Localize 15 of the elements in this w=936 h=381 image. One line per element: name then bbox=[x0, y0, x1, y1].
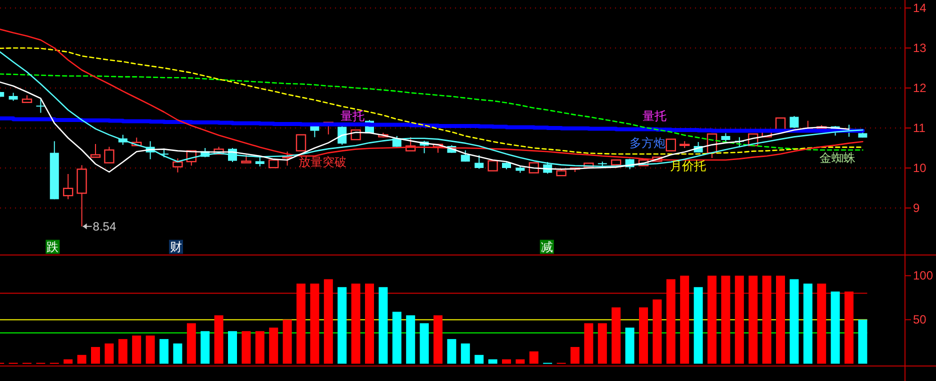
y-tick-label: 100 bbox=[913, 268, 934, 283]
annotation: 量托 bbox=[340, 109, 364, 123]
y-tick-label: 12 bbox=[913, 81, 927, 95]
annotation: 量托 bbox=[642, 109, 666, 123]
y-tick-label: 50 bbox=[913, 312, 927, 327]
annotation: 月价托 bbox=[670, 159, 706, 173]
annotation: 多方炮 bbox=[630, 136, 666, 150]
y-tick-label: 13 bbox=[913, 41, 927, 55]
annotation: 放量突破 bbox=[298, 155, 346, 169]
y-tick-label: 11 bbox=[913, 121, 926, 135]
annotation: 8.54 bbox=[92, 219, 116, 234]
annotation: 金蜘蛛 bbox=[820, 151, 856, 165]
y-tick-label: 9 bbox=[913, 201, 920, 215]
y-tick-label: 14 bbox=[913, 1, 927, 15]
y-tick-label: 10 bbox=[913, 161, 927, 175]
